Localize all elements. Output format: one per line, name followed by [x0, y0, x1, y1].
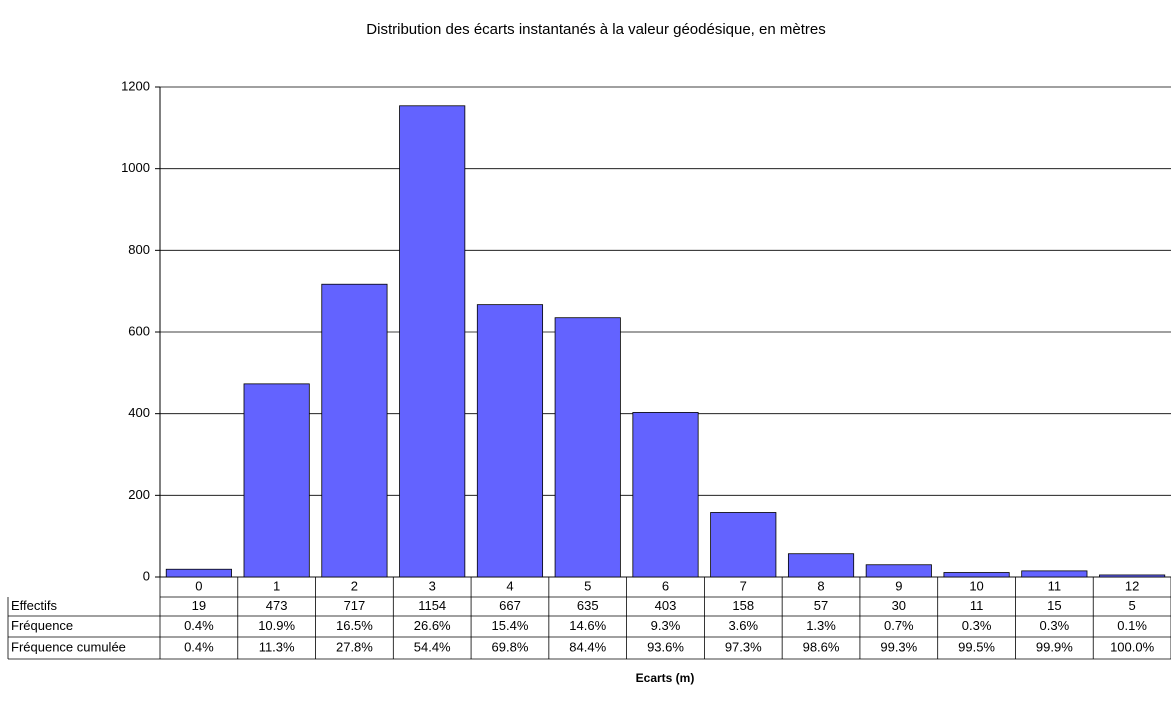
- x-tick-label: 4: [506, 578, 513, 593]
- y-tick-label: 400: [128, 405, 150, 420]
- table-cell: 11: [970, 598, 984, 613]
- x-tick-label: 10: [969, 578, 983, 593]
- table-cell: 98.6%: [803, 639, 840, 654]
- y-tick-label: 0: [143, 568, 150, 583]
- table-cell: 635: [577, 598, 599, 613]
- table-cell: 99.9%: [1036, 639, 1073, 654]
- x-tick-label: 5: [584, 578, 591, 593]
- table-cell: 84.4%: [569, 639, 606, 654]
- bar: [865, 564, 932, 578]
- bar: [1021, 570, 1088, 578]
- y-tick-label: 800: [128, 242, 150, 257]
- table-cell: 0.4%: [184, 639, 214, 654]
- table-cell: 16.5%: [336, 618, 373, 633]
- legend-label: Effectifs: [11, 598, 58, 613]
- table-cell: 15: [1047, 598, 1061, 613]
- table-cell: 9.3%: [651, 618, 681, 633]
- table-cell: 11.3%: [259, 639, 295, 654]
- table-cell: 0.1%: [1117, 618, 1147, 633]
- table-cell: 10.9%: [258, 618, 295, 633]
- table-cell: 69.8%: [492, 639, 529, 654]
- x-tick-label: 1: [273, 578, 280, 593]
- table-cell: 0.7%: [884, 618, 914, 633]
- x-tick-label: 11: [1048, 578, 1062, 593]
- table-cell: 1.3%: [806, 618, 836, 633]
- table-cell: 57: [814, 598, 828, 613]
- x-tick-label: 9: [895, 578, 902, 593]
- chart-title: Distribution des écarts instantanés à la…: [366, 21, 825, 38]
- x-tick-label: 7: [740, 578, 747, 593]
- table-cell: 1154: [418, 598, 446, 613]
- table-cell: 54.4%: [414, 639, 451, 654]
- table-cell: 27.8%: [336, 639, 373, 654]
- table-cell: 30: [892, 598, 906, 613]
- bar: [943, 572, 1010, 578]
- x-tick-label: 3: [429, 578, 436, 593]
- table-cell: 99.3%: [880, 639, 917, 654]
- y-tick-label: 1200: [121, 78, 150, 93]
- table-cell: 0.3%: [1040, 618, 1070, 633]
- x-tick-label: 8: [817, 578, 824, 593]
- table-row-label: Fréquence: [11, 618, 73, 633]
- table-cell: 3.6%: [728, 618, 758, 633]
- y-tick-label: 1000: [121, 160, 150, 175]
- table-cell: 717: [344, 598, 366, 613]
- bar: [710, 512, 777, 578]
- table-cell: 15.4%: [492, 618, 529, 633]
- bar: [243, 383, 310, 578]
- table-cell: 14.6%: [569, 618, 606, 633]
- bar: [476, 304, 544, 578]
- table-row-label: Fréquence cumulée: [11, 639, 126, 654]
- table-cell: 100.0%: [1110, 639, 1155, 654]
- bar: [399, 105, 466, 578]
- bar: [165, 568, 232, 578]
- bar: [1099, 574, 1166, 578]
- table-cell: 0.3%: [962, 618, 992, 633]
- bar: [632, 412, 699, 578]
- x-tick-label: 0: [195, 578, 202, 593]
- table-cell: 403: [655, 598, 677, 613]
- y-tick-label: 200: [128, 487, 150, 502]
- table-cell: 19: [192, 598, 206, 613]
- table-cell: 0.4%: [184, 618, 214, 633]
- bar: [321, 283, 388, 578]
- table-cell: 97.3%: [725, 639, 762, 654]
- table-cell: 26.6%: [414, 618, 451, 633]
- table-cell: 99.5%: [958, 639, 995, 654]
- table-cell: 5: [1128, 598, 1135, 613]
- table-cell: 158: [732, 598, 754, 613]
- table-cell: 667: [499, 598, 521, 613]
- table-cell: 473: [266, 598, 288, 613]
- bar: [787, 553, 855, 578]
- bar: [554, 317, 621, 578]
- y-tick-label: 600: [128, 323, 150, 338]
- table-cell: 93.6%: [647, 639, 684, 654]
- x-tick-label: 2: [351, 578, 358, 593]
- x-tick-label: 6: [662, 578, 669, 593]
- x-tick-label: 12: [1125, 578, 1139, 593]
- x-axis-label: Ecarts (m): [636, 671, 695, 685]
